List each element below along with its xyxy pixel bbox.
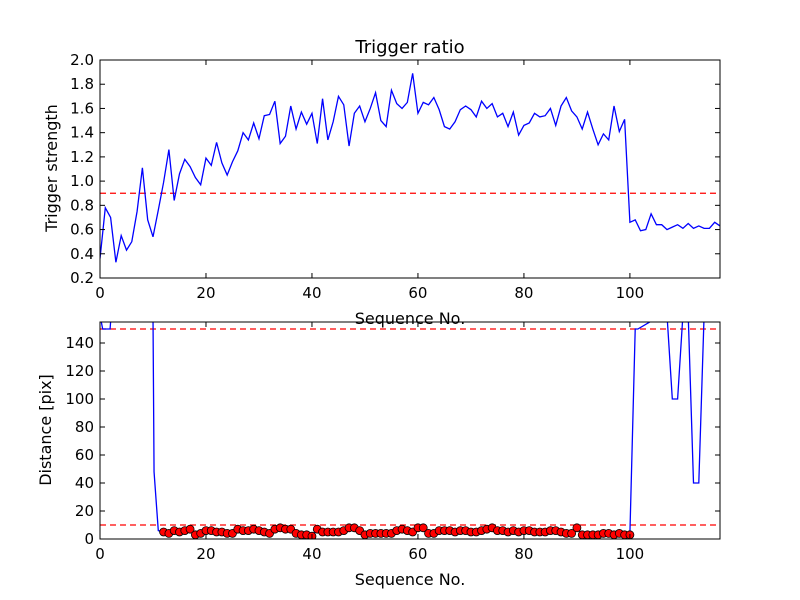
x-tick-label: 0 bbox=[95, 284, 105, 302]
x-tick-label: 60 bbox=[408, 545, 427, 563]
y-tick-label: 1.4 bbox=[70, 124, 94, 142]
y-tick-label: 20 bbox=[75, 502, 94, 520]
y-tick-label: 0.4 bbox=[70, 245, 94, 263]
y-tick-label: 1.0 bbox=[70, 172, 94, 190]
axes-frame bbox=[99, 321, 721, 540]
x-tick-label: 100 bbox=[616, 545, 645, 563]
distance-chart: Sequence No. Distance [pix] 0 20 40 60 80 100… bbox=[36, 321, 721, 589]
y-tick-label: 0.8 bbox=[70, 196, 94, 214]
plot-content bbox=[100, 73, 720, 263]
x-tick-label: 80 bbox=[514, 284, 533, 302]
x-tick-label: 40 bbox=[302, 284, 321, 302]
x-axis-label: Sequence No. bbox=[355, 309, 466, 328]
y-tick-label: 100 bbox=[65, 390, 94, 408]
y-axis-label: Trigger strength bbox=[42, 104, 61, 233]
x-tick-label: 0 bbox=[95, 545, 105, 563]
chart-title: Trigger ratio bbox=[354, 37, 464, 58]
y-tick-label: 0.6 bbox=[70, 221, 94, 239]
y-tick-label: 2.0 bbox=[70, 51, 94, 69]
x-tick-label: 40 bbox=[302, 545, 321, 563]
y-tick-label: 120 bbox=[65, 362, 94, 380]
y-axis-label: Distance [pix] bbox=[36, 374, 55, 486]
y-tick-label: 1.2 bbox=[70, 148, 94, 166]
plot-content bbox=[100, 322, 720, 539]
x-tick-label: 60 bbox=[408, 284, 427, 302]
x-tick-label: 20 bbox=[196, 545, 215, 563]
plot-area: 0 20 40 60 80 100 0 20 40 60 80 100 120 140 bbox=[65, 321, 721, 563]
y-tick-label: 1.6 bbox=[70, 99, 94, 117]
axes-frame bbox=[99, 59, 721, 279]
x-tick-label: 20 bbox=[196, 284, 215, 302]
y-tick-label: 0 bbox=[84, 530, 94, 548]
data-point bbox=[567, 529, 577, 538]
x-tick-label: 80 bbox=[514, 545, 533, 563]
trigger-ratio-chart: Trigger ratio Sequence No. Trigger stren… bbox=[42, 37, 721, 328]
y-tick-label: 0.2 bbox=[70, 269, 94, 287]
x-axis-label: Sequence No. bbox=[355, 570, 466, 589]
y-tick-label: 140 bbox=[65, 334, 94, 352]
plot-area: 0 20 40 60 80 100 0.2 0.4 0.6 0.8 1.0 1.2 1.4 1.6 1.8 2… bbox=[70, 51, 721, 302]
y-tick-label: 40 bbox=[75, 474, 94, 492]
x-tick-label: 100 bbox=[616, 284, 645, 302]
y-tick-label: 60 bbox=[75, 446, 94, 464]
data-point bbox=[418, 523, 428, 533]
y-tick-label: 80 bbox=[75, 418, 94, 436]
data-point bbox=[185, 524, 195, 534]
series-line bbox=[100, 73, 720, 263]
data-point bbox=[572, 523, 582, 533]
y-tick-label: 1.8 bbox=[70, 75, 94, 93]
